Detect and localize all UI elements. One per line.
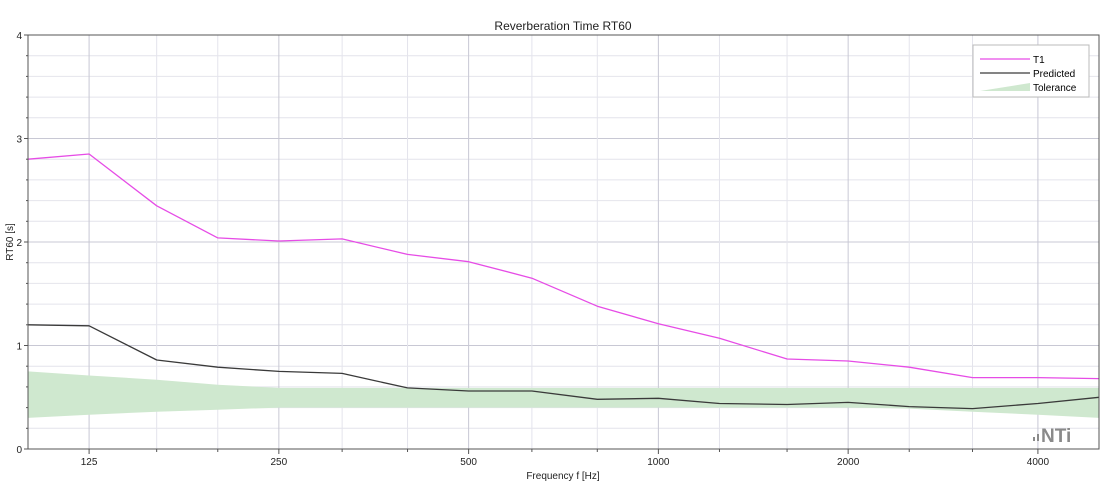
x-axis-ticks: 125 250 500 1000 2000 4000 (81, 449, 1050, 468)
x-tick-label: 125 (81, 457, 98, 468)
legend-label-t1: T1 (1033, 55, 1045, 66)
chart-title: Reverberation Time RT60 (494, 19, 632, 33)
nti-logo: NTi (1033, 426, 1071, 447)
legend-swatch-tolerance (980, 83, 1030, 91)
x-tick-label: 1000 (647, 457, 670, 468)
x-axis-label: Frequency f [Hz] (526, 471, 600, 482)
legend-label-tolerance: Tolerance (1033, 83, 1077, 94)
series-line-t1 (27, 153, 1100, 380)
x-tick-label: 4000 (1027, 457, 1050, 468)
y-tick-label: 3 (16, 135, 22, 146)
y-axis-label: RT60 [s] (5, 223, 16, 261)
y-tick-label: 1 (16, 342, 22, 353)
y-tick-label: 4 (16, 31, 22, 42)
series-lines (27, 153, 1100, 410)
series-line-predicted (27, 324, 1100, 410)
y-axis-ticks: 0 1 2 3 4 (16, 31, 28, 456)
x-tick-label: 2000 (837, 457, 860, 468)
y-tick-label: 2 (16, 238, 22, 249)
legend-label-predicted: Predicted (1033, 69, 1075, 80)
logo-bar-1 (1033, 437, 1035, 441)
legend: T1 Predicted Tolerance (972, 44, 1090, 98)
gridlines (28, 35, 1099, 449)
x-tick-label: 500 (460, 457, 477, 468)
legend-box (972, 44, 1090, 98)
logo-bar-2 (1037, 434, 1039, 441)
logo-text: NTi (1041, 426, 1071, 447)
y-tick-label: 0 (16, 445, 22, 456)
x-tick-label: 250 (271, 457, 288, 468)
